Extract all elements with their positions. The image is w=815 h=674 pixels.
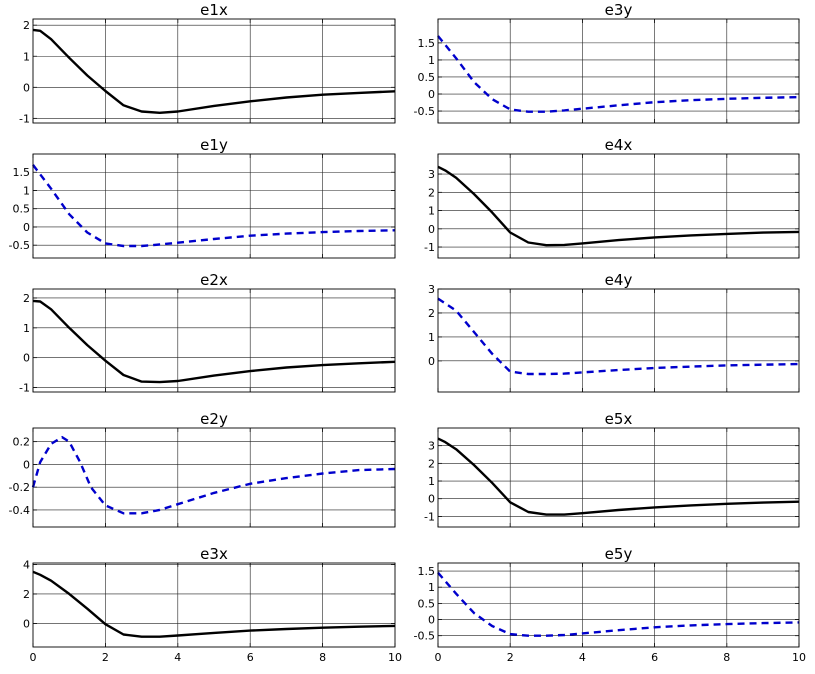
subplot-title: e4x [605,136,633,154]
series-line-e5x [437,437,800,516]
x-tick-label: 2 [507,651,514,664]
x-tick-label: 4 [174,651,181,664]
y-tick-label: 3 [428,440,435,453]
series-line-e1x [32,28,396,114]
series-line-e3y [437,35,800,113]
y-tick-label: 0 [23,352,30,365]
subplot-title: e1y [200,136,228,154]
x-tick-label: 4 [579,651,586,664]
x-tick-label: 0 [30,651,37,664]
y-tick-label: 3 [428,283,435,296]
subplot-e1x: e1x -1 0 1 2 [19,1,396,125]
y-tick-label: 1 [428,205,435,218]
y-tick-label: 1 [428,54,435,67]
y-tick-label: 0.5 [418,71,436,84]
plot-frame [32,153,396,259]
x-tick-label: 0 [435,651,442,664]
y-tick-label: 0 [428,88,435,101]
series-line-e4x [437,165,800,247]
y-tick-label: -0.4 [9,504,30,517]
x-tick-label: 10 [792,651,806,664]
y-tick-label: 4 [23,558,30,571]
y-tick-label: 1.5 [418,37,436,50]
series-line-e3x [32,570,396,638]
subplot-e5x: e5x -1 0 1 2 3 [424,410,800,528]
y-tick-label: 1 [428,331,435,344]
subplot-e5y: e5y-0.500.511.50 2 4 6 8 10 [414,545,806,664]
y-tick-label: 3 [428,168,435,181]
y-tick-label: 2 [428,186,435,199]
y-tick-label: 1 [428,475,435,488]
plot-frame [32,18,396,124]
x-tick-label: 10 [388,651,402,664]
x-tick-label: 2 [102,651,109,664]
y-tick-label: 0.5 [13,203,31,216]
series-line-e2y [31,435,396,515]
y-tick-label: 0 [23,81,30,94]
subplot-e3x: e3x 0 2 4 0 2 4 6 8 10 [23,545,402,664]
plot-frame [32,427,396,528]
y-tick-label: 0 [428,223,435,236]
subplot-title: e4y [605,271,633,289]
subplot-e4y: e4y 0 1 2 3 [428,271,800,393]
subplot-e4x: e4x -1 0 1 2 3 [424,136,800,259]
y-tick-label: 2 [23,19,30,32]
subplot-e2x: e2x -1 0 1 2 [19,271,396,395]
y-tick-label: 1.5 [418,565,436,578]
y-tick-label: 0 [428,355,435,368]
plot-frame [32,288,396,393]
subplot-title: e3x [200,545,228,563]
series-line-e2x [32,299,396,384]
y-tick-label: -1 [424,510,435,523]
plot-frame [437,427,800,528]
y-tick-label: -0.5 [414,105,435,118]
x-tick-label: 8 [723,651,730,664]
x-tick-label: 6 [247,651,254,664]
y-tick-label: 0 [23,458,30,471]
subplot-title: e5x [605,410,633,428]
y-tick-label: 1 [428,581,435,594]
y-tick-label: 1.5 [13,166,31,179]
series-line-e1y [32,164,396,248]
y-tick-label: -1 [19,112,30,125]
y-tick-label: 1 [23,184,30,197]
subplot-e2y: e2y -0.4 -0.2 0 0.2 [9,410,396,528]
y-tick-label: -0.5 [9,239,30,252]
plot-frame [437,288,800,393]
plot-frame [437,18,800,124]
plot-frame [32,562,396,648]
plot-frame [437,562,800,648]
y-tick-label: -1 [19,382,30,395]
y-tick-label: -0.5 [414,630,435,643]
subplot-title: e3y [605,1,633,19]
y-tick-label: 2 [23,292,30,305]
y-tick-label: 1 [23,50,30,63]
y-tick-label: -0.2 [9,481,30,494]
y-tick-label: 2 [428,307,435,320]
subplot-e1y: e1y -0.5 0 0.5 1 1.5 [9,136,396,259]
subplot-title: e2x [200,271,228,289]
y-tick-label: 2 [23,588,30,601]
x-tick-label: 6 [651,651,658,664]
x-tick-label: 8 [319,651,326,664]
y-tick-label: 1 [23,322,30,335]
y-tick-label: 0 [23,617,30,630]
subplot-title: e1x [200,1,228,19]
subplot-title: e5y [605,545,633,563]
plot-frame [437,153,800,259]
series-line-e5y [437,571,800,637]
y-tick-label: 0.5 [418,597,436,610]
y-tick-label: -1 [424,241,435,254]
y-tick-label: 0 [428,614,435,627]
subplot-title: e2y [200,410,228,428]
series-line-e4y [437,297,800,376]
y-tick-label: 2 [428,457,435,470]
y-tick-label: 0.2 [13,436,31,449]
y-tick-label: 0 [428,493,435,506]
y-tick-label: 0 [23,221,30,234]
subplot-e3y: e3y -0.5 0 0.5 1 1.5 [414,1,800,124]
